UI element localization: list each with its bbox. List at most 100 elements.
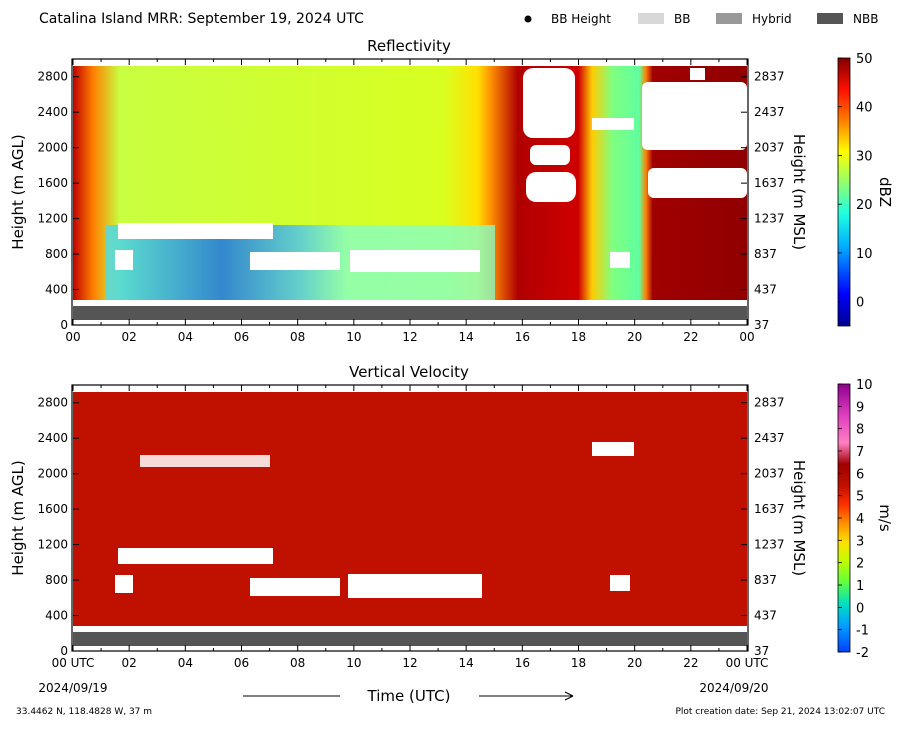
y-tick-label: 1200	[37, 538, 68, 552]
y2-tick-label: 2837	[754, 396, 785, 410]
reflectivity-title: Reflectivity	[367, 37, 451, 55]
y-tick-label: 800	[45, 573, 68, 587]
velocity-title: Vertical Velocity	[349, 363, 469, 381]
x-tick-label: 08	[290, 330, 305, 344]
colorbar-tick-label: 40	[856, 101, 873, 116]
colorbar-tick-label: 4	[856, 512, 864, 527]
nodata-gap-upper-16-18-c	[526, 172, 576, 202]
colorbar-tick-label: 20	[856, 198, 873, 213]
colorbar-tick-label: 0	[856, 296, 864, 311]
y2-tick-label: 437	[754, 609, 777, 623]
y2-tick-label: 2837	[754, 70, 785, 84]
velocity-panel: Vertical Velocity 00 UTC 02 04 06 08 10 12 14 16…	[9, 363, 894, 670]
y-tick-label: 2800	[37, 396, 68, 410]
y2-tick-label: 2037	[754, 467, 785, 481]
legend-label: Hybrid	[752, 12, 792, 26]
y2-tick-label: 37	[754, 644, 769, 658]
y-tick-label: 0	[60, 318, 68, 332]
colorbar-tick-label: 0	[856, 601, 864, 616]
nodata-gap-upper-16-18-b	[530, 145, 570, 165]
y2-tick-label: 1237	[754, 538, 785, 552]
y-tick-label: 0	[60, 644, 68, 658]
velocity-y2label: Height (m MSL)	[790, 460, 808, 576]
y-tick-label: 2000	[37, 467, 68, 481]
location-coords: 33.4462 N, 118.4828 W, 37 m	[16, 707, 152, 717]
nodata-gap-upper-20-24-c	[690, 68, 705, 80]
reflectivity-panel: Reflectivity 00 02 04 06 08 10 12 14 16 18 20 22 000…	[9, 37, 894, 344]
start-date: 2024/09/19	[38, 681, 107, 695]
reflectivity-colorbar	[837, 57, 851, 327]
vel-nodata-800m-c	[348, 574, 482, 598]
vel-nodata-1200m	[118, 548, 273, 564]
nodata-gap-800m-c	[350, 250, 480, 272]
legend: BB Height BB Hybrid NBB	[524, 12, 878, 26]
end-date: 2024/09/20	[699, 681, 768, 695]
colorbar-tick-label: -2	[856, 646, 869, 661]
x-tick-label: 18	[571, 330, 586, 344]
y-tick-label: 2800	[37, 70, 68, 84]
x-tick-label: 22	[683, 330, 698, 344]
plot-creation-date: Plot creation date: Sep 21, 2024 13:02:0…	[675, 707, 885, 717]
x-tick-label: 16	[515, 330, 530, 344]
nodata-gap-upper-20-24-a	[642, 82, 747, 150]
figure-title: Catalina Island MRR: September 19, 2024 …	[39, 11, 364, 27]
legend-swatch	[817, 13, 843, 24]
nodata-gap-1200m	[118, 223, 273, 239]
y2-tick-label: 37	[754, 318, 769, 332]
reflectivity-axes: 00 02 04 06 08 10 12 14 16 18 20 22 0004008001200160…	[37, 59, 785, 344]
legend-swatch	[716, 13, 742, 24]
y-tick-label: 1200	[37, 212, 68, 226]
velocity-axes: 00 UTC 02 04 06 08 10 12 14 16 18 20 22 00 UTC040080…	[37, 385, 785, 670]
x-tick-label: 04	[178, 330, 193, 344]
colorbar-tick-label: -1	[856, 624, 869, 639]
x-tick-label: 14	[459, 330, 474, 344]
y-tick-label: 400	[45, 283, 68, 297]
colorbar-tick-label: 9	[856, 400, 864, 415]
x-tick-label: 20	[627, 656, 642, 670]
colorbar-tick-label: 7	[856, 445, 864, 460]
x-tick-label: 18	[571, 656, 586, 670]
y-tick-label: 800	[45, 247, 68, 261]
velocity-ylabel: Height (m AGL)	[9, 460, 27, 575]
x-axis-label: Time (UTC)	[367, 687, 451, 705]
velocity-plot-area	[71, 384, 749, 652]
vel-nodata-2400m	[592, 442, 634, 456]
colorbar-tick-label: 5	[856, 490, 864, 505]
x-tick-label: 02	[122, 656, 137, 670]
velocity-gap-strip	[73, 626, 747, 632]
nodata-gap-2400m	[592, 118, 634, 130]
vel-nodata-800m-b	[250, 578, 340, 596]
x-tick-label: 20	[627, 330, 642, 344]
y-tick-label: 1600	[37, 502, 68, 516]
x-tick-label: 16	[515, 656, 530, 670]
legend-label: BB	[674, 12, 690, 26]
legend-label: NBB	[853, 12, 878, 26]
y-tick-label: 2400	[37, 105, 68, 119]
x-tick-label: 08	[290, 656, 305, 670]
x-tick-label: 00	[65, 330, 80, 344]
y2-tick-label: 1637	[754, 502, 785, 516]
y2-tick-label: 437	[754, 283, 777, 297]
x-tick-label: 00 UTC	[726, 656, 769, 670]
x-tick-label: 10	[346, 330, 361, 344]
time-arrow-head	[564, 691, 574, 701]
x-tick-label: 02	[122, 330, 137, 344]
colorbar-tick-label: 10	[856, 247, 873, 262]
reflectivity-ylabel: Height (m AGL)	[9, 134, 27, 249]
y2-tick-label: 1237	[754, 212, 785, 226]
y2-tick-label: 2437	[754, 105, 785, 119]
colorbar-tick-label: 30	[856, 149, 873, 164]
y-tick-label: 2000	[37, 141, 68, 155]
reflectivity-colorbar-label: dBZ	[876, 177, 894, 207]
nbb-band-strip	[73, 306, 747, 320]
legend-dot-icon	[524, 15, 532, 23]
x-tick-label: 10	[346, 656, 361, 670]
colorbar-tick-label: 6	[856, 467, 864, 482]
velocity-colorbar-label: m/s	[876, 504, 894, 532]
colorbar-tick-label: 2	[856, 557, 864, 572]
x-tick-label: 00	[739, 330, 754, 344]
vel-nbb-band-strip	[73, 632, 747, 646]
colorbar-tick-label: 1	[856, 579, 864, 594]
colorbar-tick-label: 8	[856, 423, 864, 438]
